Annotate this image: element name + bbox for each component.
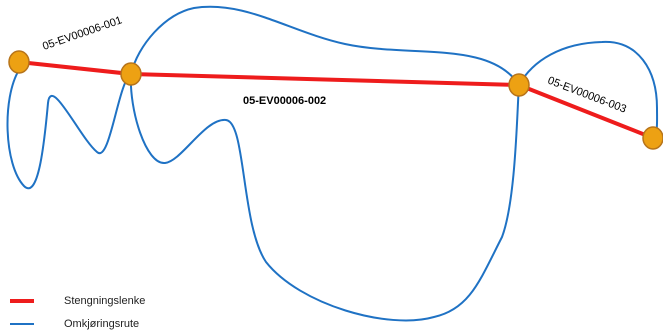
- link-label-003: 05-EV00006-003: [546, 75, 628, 116]
- nodes: [8, 50, 663, 150]
- node-2: [120, 62, 142, 86]
- node-4: [642, 126, 663, 150]
- closure-link-001: [17, 60, 133, 76]
- link-label-001: 05-EV00006-001: [41, 14, 124, 52]
- detour-route-upper: [130, 5, 520, 86]
- detour-route-left: [6, 69, 132, 190]
- detour-route-right: [518, 40, 659, 139]
- detour-routes: [6, 5, 659, 322]
- closure-link-003: [517, 83, 655, 140]
- node-1: [8, 50, 30, 74]
- legend-closure-label: Stengningslenke: [64, 295, 145, 307]
- detour-route-middle: [129, 73, 520, 322]
- link-label-002: 05-EV00006-002: [243, 95, 326, 107]
- closure-links: [17, 60, 655, 140]
- closure-link-002: [129, 72, 521, 87]
- legend-detour-label: Omkjøringsrute: [64, 318, 139, 330]
- node-3: [508, 73, 530, 97]
- legend: Stengningslenke Omkjøringsrute: [10, 295, 145, 330]
